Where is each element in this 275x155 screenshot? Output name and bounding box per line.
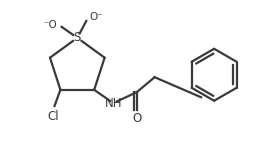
Text: S: S xyxy=(74,31,81,44)
Text: O⁻: O⁻ xyxy=(89,12,103,22)
Text: NH: NH xyxy=(104,97,122,110)
Text: Cl: Cl xyxy=(48,111,59,123)
Text: ⁻O: ⁻O xyxy=(44,20,57,30)
Text: O: O xyxy=(132,112,141,125)
